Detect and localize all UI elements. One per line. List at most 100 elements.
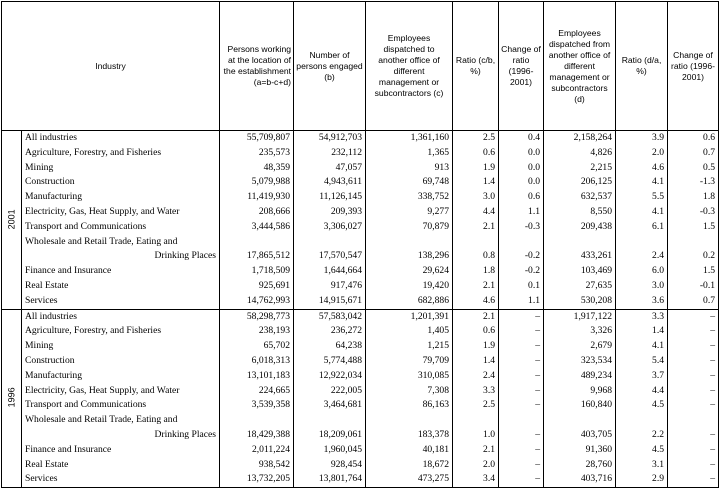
- value-cell: 4.4: [452, 204, 500, 220]
- value-cell: 55,709,807: [219, 129, 295, 146]
- value-cell: 1,960,045: [293, 442, 367, 458]
- value-cell: 5.4: [615, 353, 669, 369]
- value-cell: -1.3: [667, 175, 719, 191]
- value-cell: 2.1: [452, 442, 500, 458]
- value-cell: 3.4: [452, 472, 500, 489]
- table-row: Construction 5,079,988 4,943,611 69,748 1.4 0…: [2, 175, 719, 191]
- value-cell: 1,644,664: [293, 264, 367, 279]
- year-label: 1996: [6, 387, 17, 408]
- value-cell: 2.5: [452, 398, 500, 414]
- industry-cell: Mining: [21, 339, 221, 354]
- value-cell: 0.0: [498, 160, 545, 176]
- value-cell: 9,968: [543, 383, 617, 399]
- value-cell: –: [498, 353, 545, 369]
- industry-label: Finance and Insurance: [25, 443, 112, 455]
- table-row: Mining 65,702 64,238 1,215 1.9–2,679 4.1–: [2, 339, 719, 354]
- value-cell: 7,308: [365, 383, 454, 399]
- value-cell: 2,011,224: [219, 442, 295, 458]
- header-cell: Industry: [0, 1, 221, 131]
- value-cell: 1,201,391: [365, 308, 454, 325]
- value-cell: 3,306,027: [293, 219, 367, 235]
- value-cell: –: [667, 457, 719, 473]
- year-label: 2001: [6, 209, 17, 230]
- value-cell: 1,361,160: [365, 129, 454, 146]
- value-cell: 206,125: [543, 175, 617, 191]
- value-cell: 530,208: [543, 293, 617, 310]
- header-cell: Number of persons engaged (b): [293, 1, 367, 131]
- industry-cell: Services: [21, 293, 221, 310]
- value-cell: 14,915,671: [293, 293, 367, 310]
- value-cell: 0.6: [667, 129, 719, 146]
- table-row: Finance and Insurance 2,011,224 1,960,045 4…: [2, 442, 719, 458]
- value-cell: 917,476: [293, 278, 367, 294]
- value-cell: 3,326: [543, 324, 617, 340]
- value-cell: 235,573: [219, 145, 295, 161]
- value-cell: 1.5: [667, 264, 719, 279]
- value-cell: 3.6: [615, 293, 669, 310]
- value-cell: 4.6: [615, 160, 669, 176]
- industry-label: Wholesale and Retail Trade, Eating and: [25, 414, 178, 426]
- industry-cell: Transport and Communications: [21, 398, 221, 414]
- value-cell: 1.9: [452, 160, 500, 176]
- industry-label: Wholesale and Retail Trade, Eating and: [25, 235, 178, 247]
- table-row: Services 14,762,993 14,915,671 682,886 4.6 1.…: [2, 293, 719, 310]
- industry-cell: Electricity, Gas, Heat Supply, and Water: [21, 383, 221, 399]
- value-cell: –: [498, 324, 545, 340]
- industry-label: All industries: [25, 310, 77, 322]
- value-cell: 6,018,313: [219, 353, 295, 369]
- value-cell: 2,215: [543, 160, 617, 176]
- industry-cell: All industries: [21, 129, 221, 146]
- industry-label: Real Estate: [25, 458, 69, 470]
- year-cell: 1996: [1, 308, 22, 489]
- value-cell: 433,261: [543, 234, 617, 265]
- value-cell: –: [667, 308, 719, 325]
- value-cell: –: [667, 472, 719, 489]
- value-cell: 1,215: [365, 339, 454, 354]
- table-row: Transport and Communications 3,444,586 3,3…: [2, 219, 719, 235]
- value-cell: 4,826: [543, 145, 617, 161]
- value-cell: 3,444,586: [219, 219, 295, 235]
- value-cell: 0.7: [667, 293, 719, 310]
- value-cell: 64,238: [293, 339, 367, 354]
- value-cell: -0.3: [667, 204, 719, 220]
- value-cell: 2.4: [615, 234, 669, 265]
- industry-label: Manufacturing: [25, 191, 83, 203]
- value-cell: 17,865,512: [219, 234, 295, 265]
- value-cell: 238,193: [219, 324, 295, 340]
- value-cell: 473,275: [365, 472, 454, 489]
- value-cell: 28,760: [543, 457, 617, 473]
- industry-cell: Manufacturing: [21, 368, 221, 384]
- value-cell: –: [498, 383, 545, 399]
- value-cell: 138,296: [365, 234, 454, 265]
- table-row: Real Estate 925,691 917,476 19,420 2.1 0.1 27,…: [2, 278, 719, 294]
- industry-cell: Wholesale and Retail Trade, Eating and Dr…: [21, 413, 221, 443]
- table-row: Wholesale and Retail Trade, Eating and Dr…: [2, 234, 719, 265]
- value-cell: 1.1: [498, 293, 545, 310]
- industry-cell: Agriculture, Forestry, and Fisheries: [21, 145, 221, 161]
- value-cell: 4.1: [615, 339, 669, 354]
- industry-cell: All industries: [21, 308, 221, 325]
- value-cell: –: [498, 398, 545, 414]
- value-cell: 2.9: [615, 472, 669, 489]
- value-cell: 13,801,764: [293, 472, 367, 489]
- value-cell: 3.0: [615, 278, 669, 294]
- value-cell: 682,886: [365, 293, 454, 310]
- industry-label: Electricity, Gas, Heat Supply, and Water: [25, 205, 180, 217]
- value-cell: 0.6: [498, 190, 545, 205]
- value-cell: –: [498, 472, 545, 489]
- value-cell: 489,234: [543, 368, 617, 384]
- header-cell: Ratio (c/b, %): [452, 1, 500, 131]
- industry-cell: Real Estate: [21, 457, 221, 473]
- value-cell: 2.1: [452, 219, 500, 235]
- header-cell: Change of ratio (1996-2001): [667, 1, 719, 131]
- value-cell: 1.4: [452, 175, 500, 191]
- table-body: 2001 All industries 55,709,807 54,912,703 1,…: [1, 129, 719, 489]
- value-cell: 4.6: [452, 293, 500, 310]
- value-cell: 232,112: [293, 145, 367, 161]
- value-cell: 4.4: [615, 383, 669, 399]
- value-cell: 2.5: [452, 129, 500, 146]
- value-cell: –: [498, 457, 545, 473]
- value-cell: 403,705: [543, 413, 617, 443]
- industry-cell: Manufacturing: [21, 190, 221, 205]
